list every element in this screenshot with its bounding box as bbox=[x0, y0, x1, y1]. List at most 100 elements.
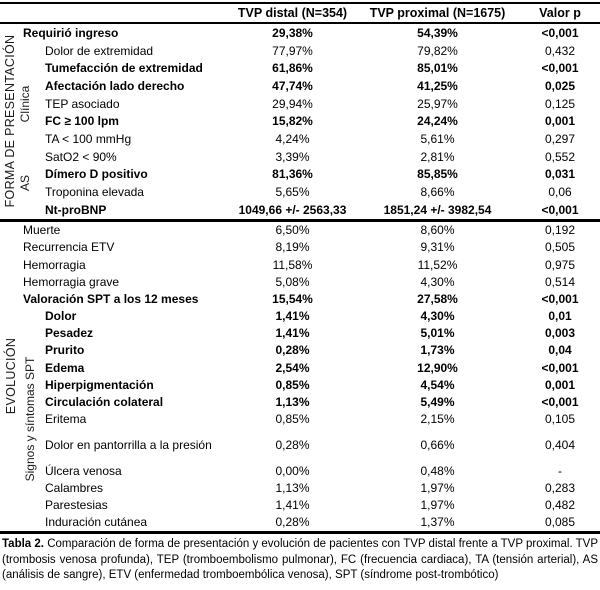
row-label: Tumefacción de extremidad bbox=[45, 61, 203, 76]
cell-proximal: 1,97% bbox=[420, 480, 455, 495]
cell-distal: 1,13% bbox=[275, 395, 310, 410]
cell-distal: 8,19% bbox=[275, 240, 310, 255]
cell-pvalue: 0,975 bbox=[544, 257, 576, 272]
table-row: TA < 100 mmHg 4,24% 5,61% 0,297 bbox=[0, 130, 600, 148]
row-label: Muerte bbox=[23, 223, 61, 238]
table-row: Muerte 6,50% 8,60% 0,192 bbox=[0, 222, 600, 239]
section-evolucion: Muerte 6,50% 8,60% 0,192 Recurrencia ETV… bbox=[0, 222, 600, 534]
table-row: Troponina elevada 5,65% 8,66% 0,06 bbox=[0, 183, 600, 201]
cell-distal: 77,97% bbox=[272, 43, 313, 58]
cell-pvalue: 0,482 bbox=[544, 498, 576, 513]
comparison-table: TVP distal (N=354) TVP proximal (N=1675)… bbox=[0, 2, 600, 534]
cell-distal: 2,54% bbox=[275, 360, 310, 375]
cell-distal: 11,58% bbox=[272, 257, 313, 272]
cell-distal: 6,50% bbox=[275, 223, 310, 238]
cell-proximal: 2,81% bbox=[420, 149, 455, 164]
cell-proximal: 4,54% bbox=[420, 377, 455, 392]
cell-proximal: 0,48% bbox=[420, 463, 455, 478]
cell-pvalue: 0,552 bbox=[544, 149, 576, 164]
cell-proximal: 85,01% bbox=[417, 61, 458, 76]
cell-pvalue: <0,001 bbox=[541, 25, 579, 40]
table-row: Tumefacción de extremidad 61,86% 85,01% … bbox=[0, 59, 600, 77]
caption-table-number: Tabla 2. bbox=[2, 538, 44, 550]
cell-proximal: 1,73% bbox=[420, 343, 455, 358]
table-row: Eritema 0,85% 2,15% 0,105 bbox=[0, 411, 600, 428]
cell-distal: 1,13% bbox=[275, 480, 310, 495]
table-row: Dímero D positivo 81,36% 85,85% 0,031 bbox=[0, 166, 600, 184]
cell-pvalue: <0,001 bbox=[541, 395, 579, 410]
row-label: Dolor en pantorrilla a la presión bbox=[45, 438, 212, 452]
cell-distal: 1,41% bbox=[275, 326, 310, 341]
row-label: Hemorragia grave bbox=[23, 274, 120, 289]
section-forma-de-presentacion: Requirió ingreso 29,38% 54,39% <0,001 Do… bbox=[0, 24, 600, 222]
cell-pvalue: <0,001 bbox=[541, 61, 579, 76]
cell-pvalue: 0,432 bbox=[544, 43, 576, 58]
cell-pvalue: 0,105 bbox=[544, 412, 576, 427]
cell-distal: 29,94% bbox=[272, 96, 313, 111]
row-label: Parestesias bbox=[45, 498, 108, 513]
cell-pvalue: <0,001 bbox=[541, 202, 579, 217]
cell-proximal: 85,85% bbox=[417, 167, 458, 182]
cell-pvalue: 0,001 bbox=[544, 377, 576, 392]
cell-pvalue: 0,06 bbox=[548, 185, 572, 200]
table-row: Edema 2,54% 12,90% <0,001 bbox=[0, 359, 600, 376]
table-row: Dolor 1,41% 4,30% 0,01 bbox=[0, 308, 600, 325]
cell-distal: 1,41% bbox=[275, 309, 310, 324]
cell-pvalue: 0,085 bbox=[544, 515, 576, 530]
row-label: TA < 100 mmHg bbox=[45, 131, 132, 146]
cell-proximal: 1851,24 +/- 3982,54 bbox=[383, 202, 492, 217]
row-label: Hemorragia bbox=[23, 257, 86, 272]
cell-pvalue: 0,01 bbox=[548, 309, 572, 324]
cell-distal: 0,85% bbox=[275, 377, 310, 392]
table-row: Circulación colateral 1,13% 5,49% <0,001 bbox=[0, 393, 600, 410]
row-label: Requirió ingreso bbox=[23, 25, 119, 40]
group-label-as: AS bbox=[18, 174, 32, 192]
cell-distal: 29,38% bbox=[272, 25, 313, 40]
cell-distal: 0,28% bbox=[275, 438, 310, 452]
table-row: Valoración SPT a los 12 meses 15,54% 27,… bbox=[0, 290, 600, 307]
cell-proximal: 5,49% bbox=[420, 395, 455, 410]
cell-proximal: 41,25% bbox=[417, 78, 458, 93]
cell-proximal: 2,15% bbox=[420, 412, 455, 427]
column-header-tvp-distal: TVP distal (N=354) bbox=[237, 6, 348, 20]
row-label: Dolor de extremidad bbox=[45, 43, 154, 58]
table-row: Úlcera venosa 0,00% 0,48% - bbox=[0, 462, 600, 479]
table-row: Hemorragia grave 5,08% 4,30% 0,514 bbox=[0, 273, 600, 290]
row-label: SatO2 < 90% bbox=[45, 149, 117, 164]
row-label: Edema bbox=[45, 360, 85, 375]
cell-proximal: 11,52% bbox=[417, 257, 458, 272]
cell-pvalue: 0,283 bbox=[544, 480, 576, 495]
row-label: Induración cutánea bbox=[45, 515, 148, 530]
row-label: Valoración SPT a los 12 meses bbox=[23, 291, 199, 306]
column-header-tvp-proximal: TVP proximal (N=1675) bbox=[369, 6, 506, 20]
row-label: Úlcera venosa bbox=[45, 463, 122, 478]
cell-pvalue: 0,514 bbox=[544, 274, 576, 289]
group-label-signos-sintomas-spt: Signos y síntomas SPT bbox=[23, 356, 37, 482]
table-row: Pesadez 1,41% 5,01% 0,003 bbox=[0, 325, 600, 342]
cell-pvalue: 0,404 bbox=[544, 438, 576, 452]
cell-proximal: 9,31% bbox=[420, 240, 455, 255]
table-row: Dolor de extremidad 77,97% 79,82% 0,432 bbox=[0, 42, 600, 60]
cell-distal: 81,36% bbox=[272, 167, 313, 182]
caption-text: Comparación de forma de presentación y e… bbox=[2, 538, 599, 581]
cell-distal: 5,65% bbox=[275, 185, 310, 200]
table-row: FC ≥ 100 lpm 15,82% 24,24% 0,001 bbox=[0, 112, 600, 130]
cell-proximal: 1,37% bbox=[420, 515, 455, 530]
cell-distal: 1049,66 +/- 2563,33 bbox=[238, 202, 347, 217]
row-label: Pesadez bbox=[45, 326, 94, 341]
cell-pvalue: <0,001 bbox=[541, 360, 579, 375]
cell-distal: 0,00% bbox=[275, 463, 310, 478]
cell-distal: 1,41% bbox=[275, 498, 310, 513]
table-row: Nt-proBNP 1049,66 +/- 2563,33 1851,24 +/… bbox=[0, 201, 600, 219]
cell-proximal: 4,30% bbox=[420, 274, 455, 289]
cell-proximal: 5,01% bbox=[420, 326, 455, 341]
cell-proximal: 8,66% bbox=[420, 185, 455, 200]
cell-proximal: 25,97% bbox=[417, 96, 458, 111]
cell-distal: 0,85% bbox=[275, 412, 310, 427]
cell-distal: 0,28% bbox=[275, 515, 310, 530]
cell-distal: 61,86% bbox=[272, 61, 313, 76]
cell-distal: 4,24% bbox=[275, 131, 310, 146]
table-row: TEP asociado 29,94% 25,97% 0,125 bbox=[0, 95, 600, 113]
group-label-evolucion: EVOLUCIÓN bbox=[4, 337, 18, 415]
